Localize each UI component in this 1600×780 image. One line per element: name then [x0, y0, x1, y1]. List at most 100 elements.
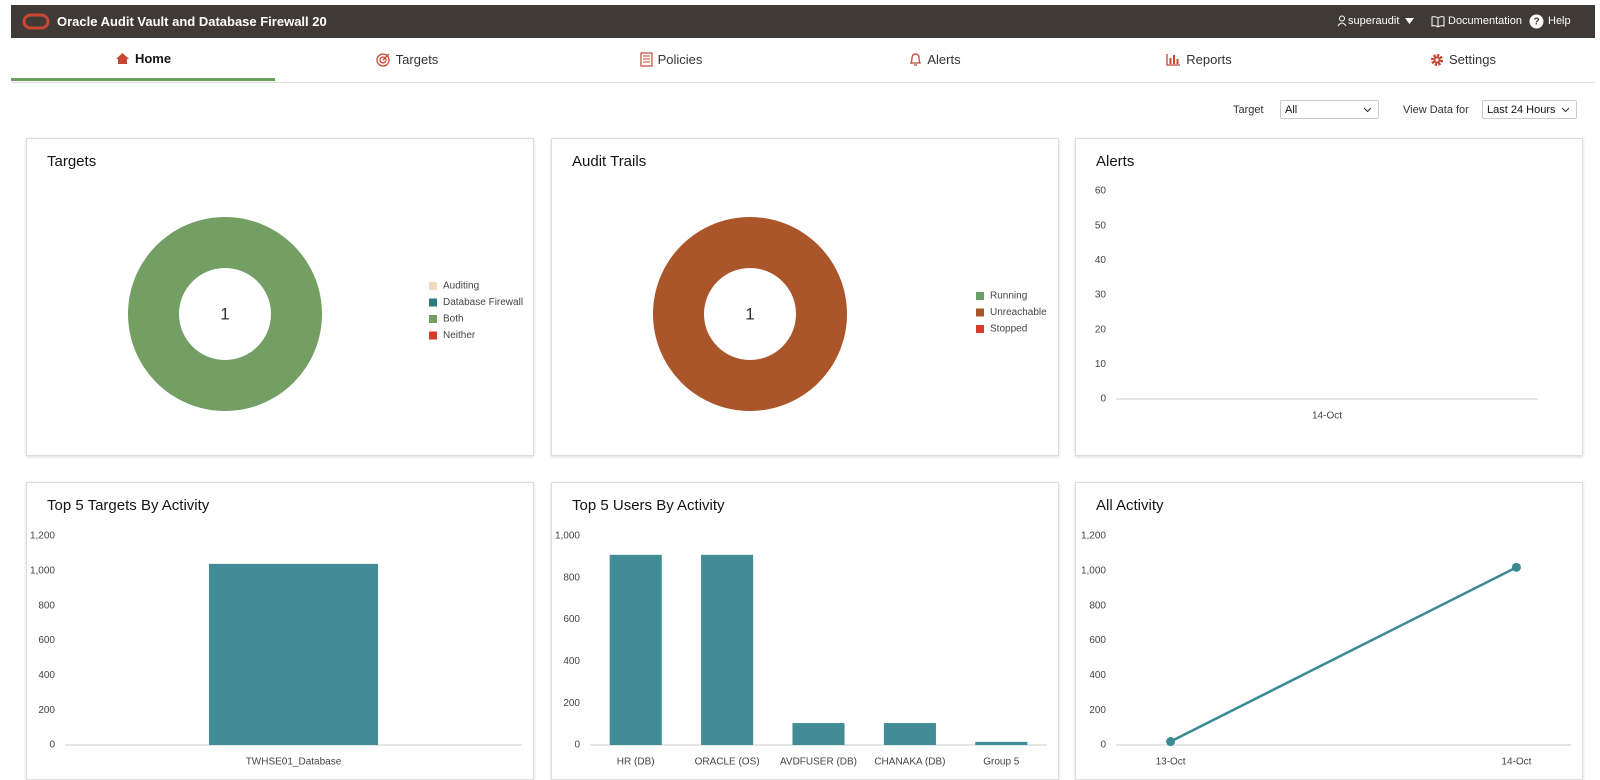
chart: 0 10 20 30 40 50 60 14-Oct: [1095, 186, 1538, 422]
y-tick-label: 800: [563, 572, 580, 583]
y-tick-label: 1,200: [1081, 531, 1106, 542]
line: [1170, 566, 1517, 743]
card-title: Audit Trails: [572, 153, 647, 170]
card: 0 200 400 600 800 1,000 1,200 13-Oct 14-Oct All A…: [1075, 482, 1583, 780]
app-title: Oracle Audit Vault and Database Firewall…: [57, 14, 327, 29]
period-select[interactable]: Last 24 Hours: [1482, 100, 1577, 119]
y-tick-label: 400: [38, 670, 55, 681]
x-tick-label: 13-Oct: [1156, 757, 1186, 768]
y-tick-label: 50: [1095, 220, 1107, 231]
book-icon: [1431, 16, 1445, 28]
y-tick-label: 10: [1095, 359, 1107, 370]
x-tick-label: Group 5: [983, 757, 1020, 768]
x-tick-label: HR (DB): [617, 757, 655, 768]
bar: [701, 554, 754, 745]
y-tick-label: 1,000: [1081, 565, 1106, 576]
y-tick-label: 1,200: [30, 531, 55, 542]
chart: 0 200 400 600 800 1,000 1,200 13-Oct 14-Oct: [1081, 531, 1571, 768]
legend-label: Auditing: [443, 281, 479, 292]
y-tick-label: 200: [38, 705, 55, 716]
chart: 0 200 400 600 800 1,000 HR (DB) ORACLE (OS) AVDF…: [555, 531, 1047, 768]
nav-label: Policies: [657, 52, 703, 67]
y-tick-label: 400: [563, 656, 580, 667]
alerts-icon: [910, 53, 922, 66]
nav-tab[interactable]: Targets: [275, 38, 539, 81]
caret: [1405, 18, 1414, 24]
bar: [208, 563, 379, 745]
legend-label: Unreachable: [990, 307, 1047, 318]
y-tick-label: 800: [38, 600, 55, 611]
chart: 0 200 400 600 800 1,000 1,200 TWHSE01_Database: [30, 531, 522, 768]
y-tick-label: 20: [1095, 324, 1107, 335]
y-tick-label: 1,000: [555, 531, 580, 542]
legend-swatch: [429, 298, 437, 307]
svg-text:?: ?: [1533, 17, 1539, 28]
bar: [609, 554, 662, 745]
card: 0 10 20 30 40 50 60 14-Oct Alerts: [1075, 138, 1583, 456]
card: Auditing Database Firewall Both Neither 1 Tar…: [26, 138, 534, 456]
y-tick-label: 600: [1089, 635, 1106, 646]
point: [1511, 562, 1521, 572]
nav-tab[interactable]: Alerts: [803, 38, 1067, 81]
y-tick-label: 200: [563, 698, 580, 709]
target-select[interactable]: All: [1280, 100, 1379, 119]
y-tick-label: 40: [1095, 255, 1107, 266]
bar: [883, 723, 936, 745]
card-title: Top 5 Users By Activity: [572, 497, 725, 514]
x-tick-label: CHANAKA (DB): [874, 757, 945, 768]
x-tick-label: 14-Oct: [1501, 757, 1531, 768]
y-tick-label: 0: [574, 740, 580, 751]
filter-label: Target: [1233, 104, 1264, 116]
y-tick-label: 0: [1100, 740, 1106, 751]
targets-icon: [376, 53, 390, 67]
policies-icon: [639, 52, 653, 67]
documentation-link[interactable]: Documentation: [1448, 15, 1522, 27]
y-tick-label: 0: [49, 740, 55, 751]
header: Oracle Audit Vault and Database Firewall…: [11, 5, 1595, 38]
card-title: Top 5 Targets By Activity: [47, 497, 210, 514]
nav-label: Reports: [1186, 52, 1232, 67]
card: Running Unreachable Stopped 1 Audit Trails: [551, 138, 1059, 456]
user-menu[interactable]: superaudit: [1348, 15, 1400, 27]
legend-swatch: [429, 315, 437, 323]
card-title: Alerts: [1096, 153, 1135, 170]
y-tick-label: 60: [1095, 186, 1107, 197]
filter-label: View Data for: [1403, 104, 1469, 116]
bar: [792, 723, 845, 745]
legend-label: Neither: [443, 330, 476, 341]
help-link[interactable]: Help: [1548, 15, 1571, 27]
nav-tab[interactable]: Home: [11, 38, 275, 81]
nav-tab[interactable]: Settings: [1331, 38, 1595, 81]
y-tick-label: 400: [1089, 670, 1106, 681]
legend-swatch: [429, 331, 437, 340]
donut-center: 1: [220, 304, 229, 323]
x-tick-label: AVDFUSER (DB): [780, 757, 857, 768]
nav-label: Alerts: [927, 52, 961, 67]
nav-label: Settings: [1449, 52, 1496, 67]
nav-label: Home: [134, 50, 172, 66]
card: 0 200 400 600 800 1,000 HR (DB) ORACLE (OS) AVDF…: [551, 482, 1059, 780]
nav-bar: Home Targets Policies Alerts Reports Set…: [11, 38, 1595, 83]
nav-tab[interactable]: Policies: [539, 38, 803, 81]
card-title: Targets: [47, 153, 97, 170]
card: 0 200 400 600 800 1,000 1,200 TWHSE01_Database T…: [26, 482, 534, 780]
legend-label: Stopped: [990, 324, 1027, 335]
card-title: All Activity: [1096, 497, 1164, 514]
nav-label: Targets: [395, 52, 439, 67]
y-tick-label: 200: [1089, 705, 1106, 716]
legend-swatch: [976, 292, 984, 300]
y-tick-label: 800: [1089, 600, 1106, 611]
bar: [975, 741, 1028, 745]
select-value: Last 24 Hours: [1487, 103, 1556, 116]
nav-tab[interactable]: Reports: [1067, 38, 1331, 81]
y-tick-label: 600: [38, 635, 55, 646]
legend-swatch: [976, 308, 984, 317]
help-icon: ?: [1529, 14, 1544, 29]
oracle-logo: [22, 13, 50, 30]
x-tick-label: ORACLE (OS): [695, 757, 760, 768]
chevron: [1561, 107, 1570, 113]
x-tick-label: TWHSE01_Database: [246, 757, 342, 768]
legend-swatch: [976, 325, 984, 333]
y-tick-label: 0: [1100, 394, 1106, 405]
select-value: All: [1285, 103, 1298, 116]
